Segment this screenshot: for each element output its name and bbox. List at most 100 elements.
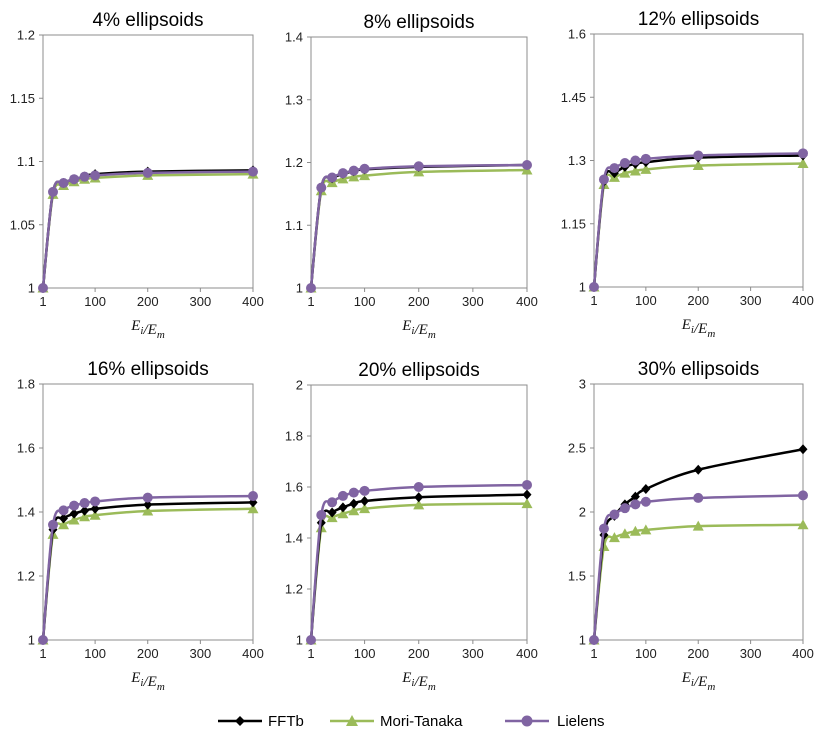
x-axis-label-part: /	[693, 321, 700, 337]
y-tick-label: 1.5	[568, 569, 586, 584]
data-point-lielens	[630, 155, 641, 166]
series-line-mori-tanaka	[41, 507, 254, 641]
x-axis-label-part: /	[142, 674, 149, 690]
x-tick-label: 100	[354, 646, 376, 661]
series-lielens	[38, 166, 258, 293]
y-tick-label: 1.1	[285, 218, 303, 233]
x-axis-label-subscript: m	[428, 329, 436, 341]
series-mori-tanaka	[305, 498, 533, 645]
chart-panel-1: 4% ellipsoids 1 1.05 1.1 1.15 1.2 1 100 200 300 40…	[10, 10, 264, 341]
x-axis-label-part: E	[697, 674, 707, 690]
data-point-mori-tanaka	[348, 171, 360, 182]
x-axis-label-part: E	[147, 322, 157, 338]
y-tick-label: 1	[579, 280, 586, 295]
chart-panel-6: 30% ellipsoids 1 1.5 2 2.5 3 1 100 200 300 400 Ei/E…	[568, 359, 814, 693]
x-tick-label: 200	[687, 646, 709, 661]
data-point-mori-tanaka	[797, 519, 809, 530]
x-axis-label: Ei/Em	[130, 318, 165, 341]
data-point-lielens	[248, 166, 258, 177]
x-tick-label: 400	[516, 294, 538, 309]
chart-title: 12% ellipsoids	[638, 9, 759, 30]
x-axis-label-part: E	[401, 670, 411, 686]
y-tick-label: 1.8	[17, 377, 35, 392]
data-point-lielens	[90, 170, 101, 181]
series-lielens	[306, 160, 532, 293]
data-point-mori-tanaka	[247, 503, 259, 514]
series-mori-tanaka	[588, 519, 809, 645]
x-tick-label: 1	[307, 646, 314, 661]
legend-marker-fftb	[235, 716, 245, 726]
data-point-mori-tanaka	[142, 505, 154, 516]
y-tick-label: 1	[296, 633, 303, 648]
data-point-lielens	[337, 168, 348, 179]
x-tick-label: 300	[462, 294, 484, 309]
x-axis-label-part: E	[401, 318, 411, 334]
series-lielens	[38, 491, 258, 645]
series-line-mori-tanaka	[309, 502, 528, 641]
chart-title: 20% ellipsoids	[358, 360, 479, 381]
data-point-fftb	[69, 508, 79, 519]
data-point-lielens	[79, 498, 90, 509]
data-point-mori-tanaka	[521, 498, 533, 509]
legend-label-lielens: Lielens	[557, 713, 605, 730]
x-tick-label: 400	[516, 646, 538, 661]
data-point-mori-tanaka	[692, 160, 704, 171]
series-line-fftb	[41, 169, 254, 289]
data-point-fftb	[630, 491, 640, 502]
chart-panel-2: 8% ellipsoids 1 1.1 1.2 1.3 1.4 1 100 200 300 400 E…	[285, 12, 538, 341]
x-tick-label: 400	[242, 646, 264, 661]
series-fftb	[589, 444, 808, 645]
legend-item-mori-tanaka: Mori-Tanaka	[330, 713, 463, 730]
y-tick-label: 1.05	[10, 217, 35, 232]
data-point-mori-tanaka	[58, 519, 70, 530]
series-line-lielens	[41, 170, 254, 289]
x-tick-label: 300	[190, 646, 212, 661]
series-lielens	[589, 148, 808, 292]
data-point-lielens	[522, 479, 532, 490]
series-lielens	[306, 479, 532, 645]
series-line-lielens	[592, 494, 804, 641]
data-point-lielens	[630, 499, 641, 510]
data-point-lielens	[798, 148, 808, 159]
x-axis-label-part: E	[418, 674, 428, 690]
x-tick-label: 1	[307, 294, 314, 309]
y-tick-label: 1.8	[285, 429, 303, 444]
x-axis-label-part: E	[681, 317, 691, 333]
y-tick-label: 1	[296, 281, 303, 296]
series-line-fftb	[592, 448, 804, 641]
x-tick-label: 100	[354, 294, 376, 309]
x-tick-label: 100	[635, 646, 657, 661]
chart-title: 8% ellipsoids	[364, 12, 475, 33]
data-point-mori-tanaka	[89, 509, 101, 520]
data-point-lielens	[640, 496, 651, 507]
chart-title: 30% ellipsoids	[638, 359, 759, 380]
data-point-mori-tanaka	[79, 511, 91, 522]
y-tick-label: 1.6	[17, 441, 35, 456]
x-tick-label: 1	[39, 646, 46, 661]
y-tick-label: 1.45	[561, 90, 586, 105]
data-point-mori-tanaka	[337, 508, 349, 519]
x-tick-label: 300	[462, 646, 484, 661]
x-axis-label-subscript: m	[707, 328, 715, 340]
data-point-lielens	[306, 283, 316, 293]
series-mori-tanaka	[588, 157, 809, 292]
x-axis-label-subscript: m	[157, 329, 165, 341]
data-point-lielens	[413, 482, 424, 492]
x-axis-label-subscript: i	[140, 677, 143, 689]
data-point-mori-tanaka	[619, 528, 631, 539]
data-point-fftb	[798, 444, 808, 455]
data-point-mori-tanaka	[68, 514, 80, 525]
x-tick-label: 200	[408, 294, 430, 309]
legend-label-fftb: FFTb	[268, 713, 304, 730]
x-axis-label: Ei/Em	[681, 317, 716, 340]
x-tick-label: 300	[740, 293, 762, 308]
y-tick-label: 1.15	[561, 216, 586, 231]
data-point-fftb	[414, 492, 424, 503]
data-point-lielens	[589, 635, 599, 645]
chart-title: 16% ellipsoids	[87, 359, 208, 380]
y-tick-label: 1.2	[17, 569, 35, 584]
x-tick-label: 200	[408, 646, 430, 661]
x-axis-label-part: /	[413, 674, 420, 690]
x-axis-label-part: /	[693, 674, 700, 690]
